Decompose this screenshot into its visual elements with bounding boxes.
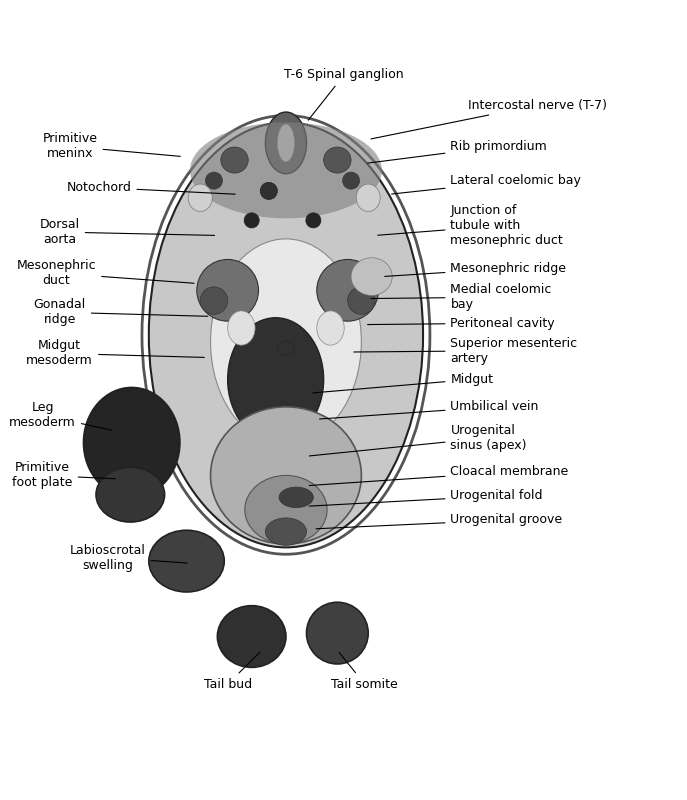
Ellipse shape (200, 287, 227, 314)
Ellipse shape (265, 518, 306, 546)
Ellipse shape (278, 342, 295, 355)
Text: Junction of
tubule with
mesonephric duct: Junction of tubule with mesonephric duct (378, 204, 563, 246)
Text: Midgut
mesoderm: Midgut mesoderm (26, 339, 204, 367)
Ellipse shape (217, 606, 286, 667)
Text: Primitive
foot plate: Primitive foot plate (12, 462, 115, 490)
Text: Leg
mesoderm: Leg mesoderm (9, 401, 112, 430)
Ellipse shape (84, 388, 180, 498)
Text: Primitive
meninx: Primitive meninx (43, 132, 180, 160)
Ellipse shape (357, 184, 380, 211)
Text: Labioscrotal
swelling: Labioscrotal swelling (70, 544, 187, 572)
Text: Lateral coelomic bay: Lateral coelomic bay (392, 174, 581, 194)
Text: Urogenital fold: Urogenital fold (309, 490, 543, 506)
Ellipse shape (343, 172, 359, 189)
Text: Tail somite: Tail somite (331, 652, 398, 690)
Ellipse shape (351, 258, 392, 295)
Ellipse shape (190, 122, 382, 218)
Ellipse shape (258, 407, 313, 448)
Ellipse shape (205, 172, 223, 189)
Ellipse shape (210, 239, 361, 445)
Ellipse shape (149, 122, 423, 547)
Ellipse shape (96, 467, 165, 522)
Text: Mesonephric ridge: Mesonephric ridge (385, 262, 567, 277)
Ellipse shape (221, 147, 248, 173)
Text: Cloacal membrane: Cloacal membrane (309, 466, 569, 486)
Ellipse shape (279, 487, 313, 508)
Ellipse shape (149, 530, 224, 592)
Text: Midgut: Midgut (313, 373, 493, 393)
Text: Superior mesenteric
artery: Superior mesenteric artery (354, 337, 578, 365)
Ellipse shape (188, 184, 212, 211)
Text: Umbilical vein: Umbilical vein (319, 400, 539, 419)
Text: Notochord: Notochord (67, 181, 235, 194)
Ellipse shape (210, 407, 361, 544)
Text: Intercostal nerve (T-7): Intercostal nerve (T-7) (371, 98, 607, 139)
Text: Urogenital
sinus (apex): Urogenital sinus (apex) (309, 424, 527, 456)
Ellipse shape (306, 213, 321, 228)
Text: Tail bud: Tail bud (203, 652, 260, 690)
Text: Rib primordium: Rib primordium (368, 140, 548, 163)
Text: T-6 Spinal ganglion: T-6 Spinal ganglion (284, 68, 404, 120)
Ellipse shape (196, 259, 258, 321)
Text: Medial coelomic
bay: Medial coelomic bay (371, 283, 552, 311)
Ellipse shape (317, 259, 379, 321)
Ellipse shape (227, 311, 255, 345)
Ellipse shape (348, 287, 375, 314)
Ellipse shape (245, 475, 327, 544)
Text: Mesonephric
duct: Mesonephric duct (16, 259, 194, 287)
Ellipse shape (260, 182, 278, 199)
Ellipse shape (306, 602, 368, 664)
Text: Peritoneal cavity: Peritoneal cavity (368, 317, 555, 330)
Text: Dorsal
aorta: Dorsal aorta (40, 218, 214, 246)
Ellipse shape (324, 147, 351, 173)
Ellipse shape (265, 112, 306, 174)
Ellipse shape (317, 311, 344, 345)
Ellipse shape (244, 213, 259, 228)
Ellipse shape (278, 124, 295, 162)
Text: Gonadal
ridge: Gonadal ridge (34, 298, 207, 326)
Ellipse shape (227, 318, 324, 441)
Text: Urogenital groove: Urogenital groove (316, 514, 563, 529)
